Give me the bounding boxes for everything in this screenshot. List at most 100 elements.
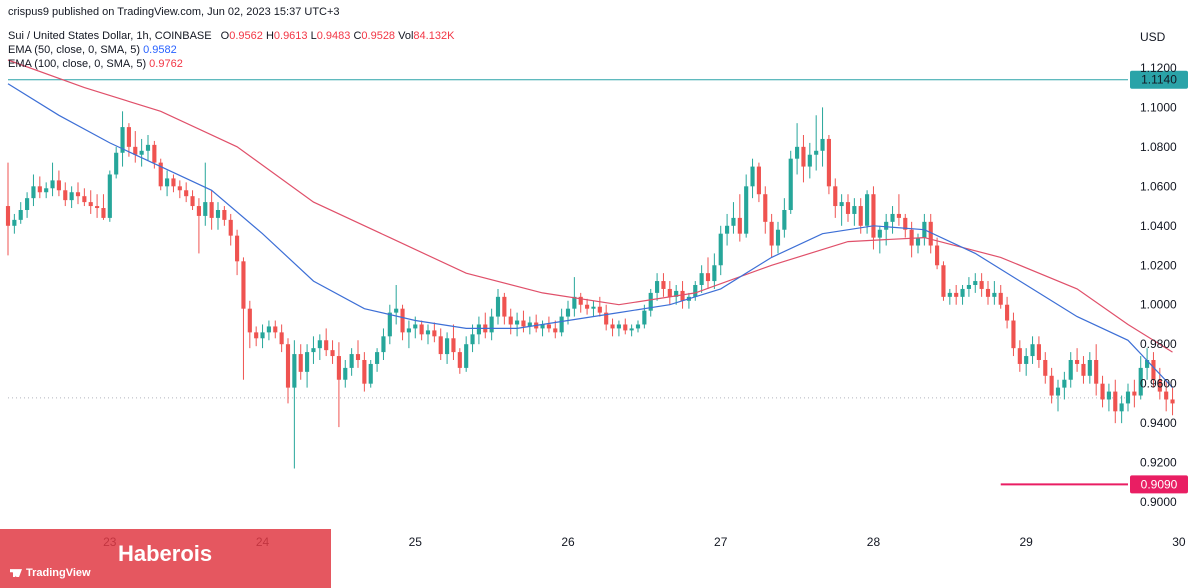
candle-body <box>795 146 800 159</box>
candle-up <box>107 170 112 222</box>
candle-up <box>966 277 971 297</box>
candle-body <box>209 202 214 218</box>
candle-down <box>801 135 806 183</box>
ohlc-low-label: L <box>310 30 317 42</box>
ema100-legend[interactable]: EMA (100, close, 0, SMA, 5) 0.9762 <box>8 58 183 70</box>
candle-body <box>247 308 252 333</box>
candle-body <box>680 290 685 301</box>
candle-body <box>203 202 208 216</box>
candle-body <box>820 138 825 151</box>
candle-up <box>699 265 704 293</box>
candle-down <box>546 316 551 333</box>
candle-body <box>788 158 793 210</box>
candle-down <box>1094 344 1099 396</box>
candle-down <box>1017 340 1022 372</box>
candle-down <box>705 257 711 289</box>
candle-down <box>935 237 940 270</box>
candle-body <box>750 166 755 187</box>
candle-body <box>1036 344 1041 360</box>
candle-body <box>12 219 17 226</box>
candle-down <box>184 182 189 203</box>
candle-up <box>795 123 800 175</box>
candle-up <box>973 273 978 293</box>
candle-down <box>228 213 233 246</box>
candle-up <box>839 194 844 226</box>
candle-body <box>674 290 679 297</box>
candle-body <box>445 338 450 355</box>
watermark-banner: Haberois <box>0 529 331 588</box>
candle-body <box>667 288 672 297</box>
candle-body <box>457 352 462 368</box>
candle-up <box>591 300 596 317</box>
candle-down <box>521 310 526 333</box>
candle-down <box>578 292 583 313</box>
candle-up <box>12 213 17 234</box>
candle-body <box>833 186 838 207</box>
candle-up <box>559 308 564 337</box>
candle-down <box>222 206 227 226</box>
candle-down <box>1151 352 1156 388</box>
candle-body <box>88 202 93 207</box>
candle-up <box>731 202 736 234</box>
candle-body <box>896 213 901 218</box>
candle-body <box>330 350 335 357</box>
candle-body <box>1043 360 1048 376</box>
candle-up <box>1138 356 1143 400</box>
candle-down <box>196 198 201 254</box>
candle-body <box>610 324 615 329</box>
candle-body <box>1157 379 1162 392</box>
y-tick-label: 0.9800 <box>1140 337 1177 351</box>
candle-up <box>1062 371 1067 400</box>
candle-down <box>177 180 182 199</box>
currency-label: USD <box>1140 30 1166 44</box>
candle-body <box>941 265 946 297</box>
candle-down <box>845 194 851 222</box>
candle-body <box>515 320 520 325</box>
candle-body <box>725 225 730 234</box>
candle-body <box>992 292 997 297</box>
ema50-label: EMA (50, close, 0, SMA, 5) <box>8 44 141 56</box>
candle-body <box>629 328 634 331</box>
candle-body <box>928 221 933 246</box>
candle-down <box>457 348 462 374</box>
candle-body <box>171 178 176 187</box>
candle-down <box>1164 379 1169 412</box>
candle-down <box>483 312 488 339</box>
candle-down <box>330 340 335 364</box>
candle-body <box>120 127 125 153</box>
candle-body <box>1005 304 1010 321</box>
candle-up <box>788 150 793 214</box>
candle-down <box>1081 356 1086 384</box>
candle-body <box>56 180 61 191</box>
candle-body <box>114 152 119 175</box>
candle-up <box>145 135 151 161</box>
candle-up <box>368 360 373 388</box>
candle-body <box>165 178 170 187</box>
candle-up <box>635 320 641 333</box>
candle-up <box>718 225 723 276</box>
tradingview-logo-text: TradingView <box>26 567 91 579</box>
candle-body <box>782 210 787 230</box>
candle-body <box>553 328 558 333</box>
candle-down <box>438 328 443 360</box>
candle-up <box>375 348 380 372</box>
candle-body <box>839 202 844 207</box>
ema100-line <box>7 59 1173 353</box>
candle-down <box>101 194 106 220</box>
candle-body <box>655 281 660 293</box>
candle-down <box>1132 379 1137 408</box>
candle-body <box>368 363 373 384</box>
candle-down <box>432 322 437 343</box>
candle-down <box>400 304 405 341</box>
ema50-legend[interactable]: EMA (50, close, 0, SMA, 5) 0.9582 <box>8 44 177 56</box>
candle-body <box>470 334 475 345</box>
candle-body <box>718 233 723 266</box>
candle-body <box>1100 383 1105 400</box>
candle-body <box>1062 379 1067 388</box>
x-tick-label: 29 <box>1020 535 1034 549</box>
candle-up <box>203 162 208 226</box>
candle-body <box>254 332 259 339</box>
candle-body <box>336 356 341 380</box>
